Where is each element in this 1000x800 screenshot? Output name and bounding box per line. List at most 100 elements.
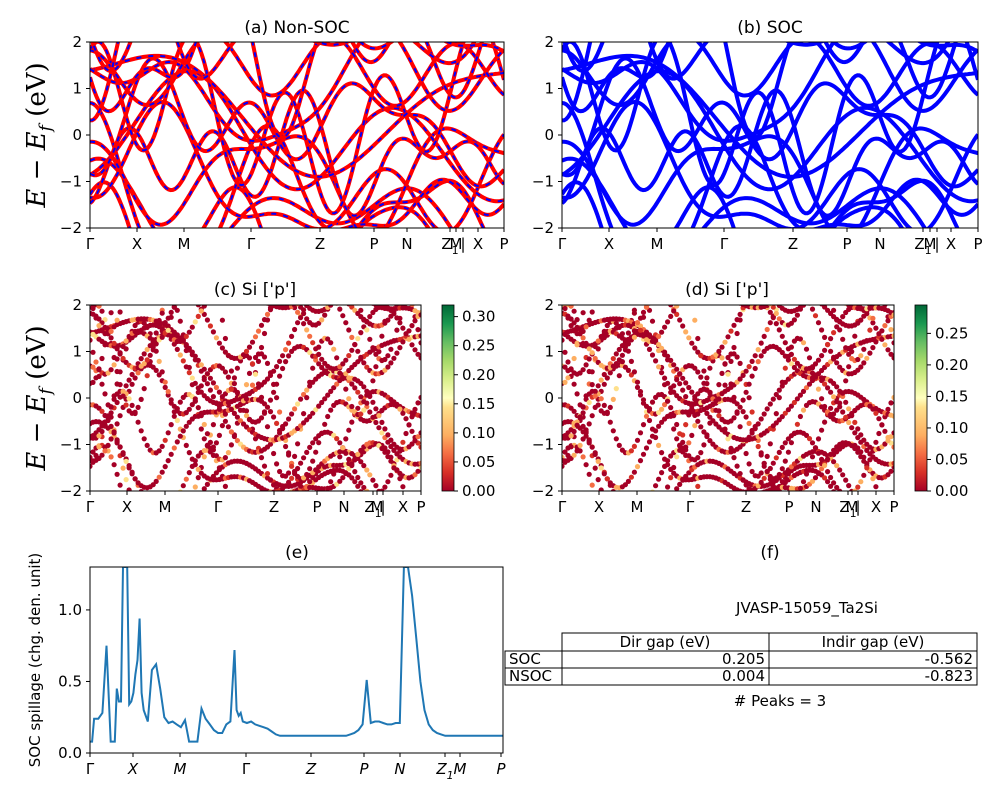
projection-point xyxy=(259,258,264,263)
projection-point xyxy=(800,388,807,394)
projection-point xyxy=(220,269,225,274)
projection-point xyxy=(187,500,192,505)
projection-point xyxy=(828,299,833,304)
projection-point xyxy=(124,239,129,244)
projection-point xyxy=(400,529,405,534)
projection-point xyxy=(141,386,147,392)
projection-point xyxy=(108,404,114,410)
projection-point xyxy=(882,273,887,278)
projection-point xyxy=(656,511,661,516)
projection-point xyxy=(812,445,819,451)
projection-point xyxy=(189,402,195,408)
projection-point xyxy=(150,482,156,488)
projection-point xyxy=(412,438,418,444)
projection-point xyxy=(617,253,622,258)
projection-point xyxy=(638,296,643,301)
projection-point xyxy=(340,313,346,319)
projection-point xyxy=(394,540,399,545)
projection-point xyxy=(415,434,421,440)
projection-point xyxy=(767,305,773,307)
projection-point xyxy=(756,271,761,276)
projection-point xyxy=(568,433,574,439)
projection-point xyxy=(891,340,894,346)
projection-point xyxy=(295,401,301,407)
projection-point xyxy=(114,399,120,406)
projection-point xyxy=(629,517,634,522)
projection-point xyxy=(111,362,117,368)
projection-point xyxy=(304,395,310,401)
projection-point xyxy=(589,309,595,315)
projection-point xyxy=(731,415,737,421)
projection-point xyxy=(343,292,348,297)
table-row-soc-label: SOC xyxy=(509,650,541,668)
panel-e-ylabel: SOC spillage (chg. den. unit) xyxy=(26,553,44,768)
projection-point xyxy=(394,327,400,333)
projection-point xyxy=(805,305,808,306)
projection-point xyxy=(367,472,373,478)
projection-point xyxy=(313,407,319,413)
projection-point xyxy=(737,317,743,323)
projection-point xyxy=(683,269,688,274)
projection-point xyxy=(108,423,114,429)
band-line xyxy=(562,42,951,123)
projection-point xyxy=(114,368,120,375)
projection-point xyxy=(316,351,322,357)
projection-point xyxy=(683,444,689,450)
projection-point xyxy=(319,287,324,292)
projection-point xyxy=(791,356,798,362)
projection-point xyxy=(722,262,727,267)
projection-point xyxy=(616,442,622,448)
projection-point xyxy=(129,371,135,378)
projection-point xyxy=(177,489,183,491)
projection-point xyxy=(593,249,598,254)
projection-point xyxy=(346,456,352,462)
projection-point xyxy=(376,413,382,419)
projection-point xyxy=(391,541,396,546)
projection-point xyxy=(181,267,186,272)
projection-point xyxy=(589,382,595,388)
projection-point xyxy=(400,484,406,490)
projection-point xyxy=(253,261,258,266)
projection-point xyxy=(304,316,310,322)
projection-point xyxy=(261,401,268,407)
projection-point xyxy=(268,516,273,521)
band-line-dashed xyxy=(90,100,504,228)
projection-point xyxy=(731,394,737,400)
projection-point xyxy=(418,312,421,318)
projection-point xyxy=(184,502,189,507)
projection-point xyxy=(340,374,346,380)
projection-point xyxy=(825,479,831,485)
projection-point xyxy=(876,292,881,297)
projection-point xyxy=(189,375,195,381)
projection-point xyxy=(665,398,671,404)
projection-point xyxy=(190,296,195,301)
projection-point xyxy=(680,503,685,508)
projection-point xyxy=(406,336,412,342)
projection-point xyxy=(812,475,819,481)
colorbar-tick-label: 0.15 xyxy=(935,387,968,405)
projection-point xyxy=(397,315,403,321)
projection-point xyxy=(822,462,828,469)
projection-point xyxy=(382,426,388,432)
projection-point xyxy=(810,293,815,298)
projection-point xyxy=(187,499,192,504)
projection-point xyxy=(674,421,680,428)
projection-point xyxy=(289,475,295,481)
projection-point xyxy=(352,456,358,462)
projection-point xyxy=(882,514,887,519)
projection-point xyxy=(765,504,770,509)
projection-point xyxy=(151,568,156,573)
projection-point xyxy=(183,442,189,448)
projection-point xyxy=(710,418,716,424)
projection-point xyxy=(659,295,664,300)
projection-point xyxy=(162,320,168,326)
projection-point xyxy=(659,329,665,335)
projection-point xyxy=(870,315,876,321)
projection-point xyxy=(773,411,779,417)
peaks-count: # Peaks = 3 xyxy=(734,692,826,710)
x-tick-label: Γ xyxy=(214,498,223,516)
projection-point xyxy=(334,436,340,442)
projection-point xyxy=(337,440,343,446)
projection-point xyxy=(241,267,246,272)
projection-point xyxy=(653,358,659,364)
